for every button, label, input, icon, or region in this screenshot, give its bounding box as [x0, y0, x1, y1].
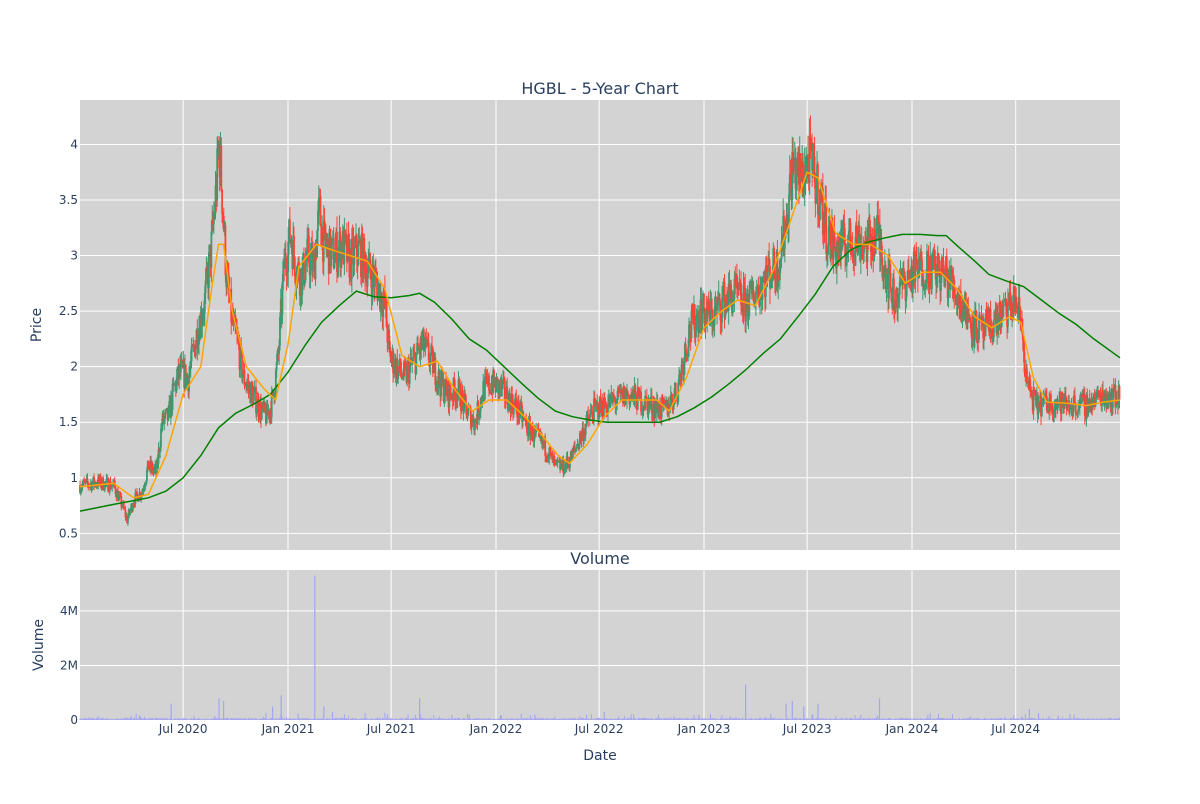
x-tick-label: Jul 2020 [158, 722, 208, 736]
price-y-tick-label: 3 [70, 249, 78, 263]
volume-spike-bar [332, 712, 333, 720]
volume-spike-bar [1038, 713, 1039, 720]
price-chart-title: HGBL - 5-Year Chart [521, 79, 678, 98]
x-tick-label: Jan 2021 [261, 722, 315, 736]
volume-y-axis-title: Volume [31, 619, 47, 671]
volume-spike-bar [604, 712, 605, 720]
volume-bar [1069, 714, 1070, 720]
volume-spike-bar [281, 695, 282, 720]
price-y-axis-title: Price [29, 308, 45, 342]
x-tick-label: Jan 2024 [885, 722, 939, 736]
volume-y-tick-label: 0 [70, 713, 78, 727]
volume-bar [1119, 718, 1120, 720]
date-x-tick-labels: Jul 2020 Jan 2021 Jul 2021 Jan 2022 Jul 2022… [158, 722, 1040, 736]
x-tick-label: Jul 2024 [990, 722, 1040, 736]
volume-bar [860, 715, 861, 720]
x-tick-label: Jan 2023 [677, 722, 731, 736]
volume-spike-bar [745, 685, 746, 720]
volume-bar [265, 713, 266, 720]
x-tick-label: Jan 2022 [469, 722, 523, 736]
volume-spike-bar [534, 715, 535, 720]
volume-spike-bar [314, 575, 315, 720]
volume-y-tick-label: 4M [60, 604, 78, 618]
volume-spike-bar [879, 698, 880, 720]
volume-chart-title: Volume [570, 549, 630, 568]
x-axis-title: Date [583, 748, 616, 764]
price-y-tick-label: 3.5 [59, 193, 78, 207]
volume-spike-bar [223, 701, 224, 720]
price-y-tick-label: 4 [70, 137, 78, 151]
volume-spike-bar [803, 706, 804, 720]
volume-spike-bar [323, 706, 324, 720]
price-y-tick-label: 0.5 [59, 526, 78, 540]
x-tick-label: Jul 2021 [366, 722, 416, 736]
candlestick [220, 137, 222, 192]
volume-bar [384, 713, 385, 720]
volume-bar [1049, 716, 1050, 720]
volume-bar [1025, 714, 1026, 720]
volume-plot-area [80, 570, 1120, 720]
price-y-tick-label: 1.5 [59, 415, 78, 429]
volume-spike-bar [817, 704, 818, 720]
volume-spike-bar [785, 704, 786, 720]
volume-spike-bar [218, 698, 219, 720]
volume-spike-bar [272, 706, 273, 720]
volume-y-tick-label: 2M [60, 658, 78, 672]
volume-spike-bar [419, 698, 420, 720]
price-y-tick-label: 2.5 [59, 304, 78, 318]
volume-spike-bar [1029, 709, 1030, 720]
x-tick-label: Jul 2023 [782, 722, 832, 736]
x-tick-label: Jul 2022 [574, 722, 624, 736]
volume-spike-bar [469, 715, 470, 720]
price-y-tick-label: 1 [70, 471, 78, 485]
volume-spike-bar [171, 704, 172, 720]
price-y-tick-label: 2 [70, 360, 78, 374]
volume-spike-bar [792, 701, 793, 720]
volume-bar [930, 713, 931, 720]
